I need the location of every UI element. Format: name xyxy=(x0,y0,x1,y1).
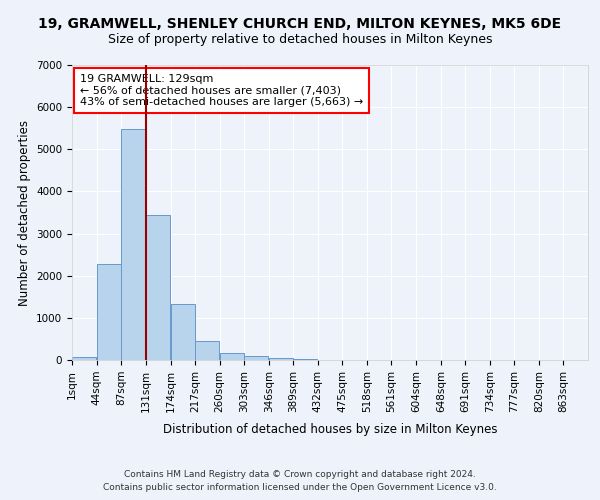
Bar xyxy=(170,304,195,360)
Bar xyxy=(72,357,96,360)
Bar xyxy=(293,358,317,360)
Bar xyxy=(244,356,268,360)
Text: Distribution of detached houses by size in Milton Keynes: Distribution of detached houses by size … xyxy=(163,422,497,436)
Text: Contains public sector information licensed under the Open Government Licence v3: Contains public sector information licen… xyxy=(103,482,497,492)
Bar xyxy=(269,358,293,360)
Bar xyxy=(220,354,244,360)
Text: 19 GRAMWELL: 129sqm
← 56% of detached houses are smaller (7,403)
43% of semi-det: 19 GRAMWELL: 129sqm ← 56% of detached ho… xyxy=(80,74,363,107)
Bar xyxy=(146,215,170,360)
Bar xyxy=(121,129,145,360)
Text: Contains HM Land Registry data © Crown copyright and database right 2024.: Contains HM Land Registry data © Crown c… xyxy=(124,470,476,479)
Bar xyxy=(195,340,220,360)
Y-axis label: Number of detached properties: Number of detached properties xyxy=(17,120,31,306)
Text: Size of property relative to detached houses in Milton Keynes: Size of property relative to detached ho… xyxy=(108,32,492,46)
Text: 19, GRAMWELL, SHENLEY CHURCH END, MILTON KEYNES, MK5 6DE: 19, GRAMWELL, SHENLEY CHURCH END, MILTON… xyxy=(38,18,562,32)
Bar xyxy=(97,264,121,360)
